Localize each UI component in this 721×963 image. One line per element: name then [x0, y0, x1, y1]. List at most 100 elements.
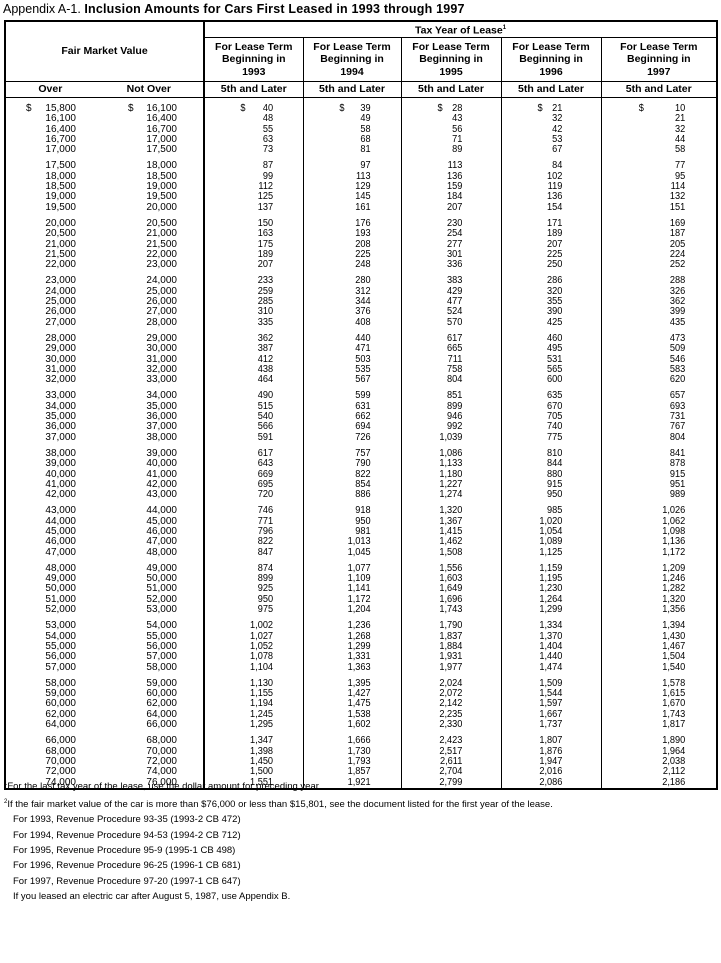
footnote-ref-1995: For 1995, Revenue Procedure 95-9 (1995-1… — [13, 844, 236, 856]
amount-line: 946 — [409, 411, 500, 422]
amount-value: 125 — [257, 191, 274, 203]
amount-line: 726 — [311, 432, 400, 443]
amount-line: 767 — [611, 422, 716, 432]
amount-value: 471 — [354, 343, 371, 355]
amount-value: 775 — [546, 431, 562, 443]
over-value: 74,000 — [45, 776, 76, 788]
amount-value: 767 — [669, 421, 685, 433]
amount-line: 1,268 — [311, 631, 400, 642]
amount-line: 286 — [509, 276, 600, 286]
fmv-cell: 48,000 49,000 49,000 50,000 50,000 51,000 51,0… — [5, 558, 204, 615]
amount-value: 383 — [446, 275, 462, 287]
amount-value: 187 — [669, 228, 685, 240]
amount-value: 1,130 — [250, 677, 274, 689]
amount-line: 540 — [213, 411, 303, 422]
amount-value: 362 — [669, 296, 685, 308]
amount-cell-1994: 1,077 1,109 1,141 1,172 1,204 — [302, 557, 401, 616]
fmv-cell: 15,800 $16,100 $16,100 16,400 16,400 16,700 16… — [5, 98, 204, 156]
amount-value: 1,320 — [661, 593, 685, 605]
amount-value: 1,195 — [538, 573, 562, 585]
amount-cell-1995: 1,556 1,603 1,649 1,696 1,743 — [400, 557, 501, 616]
amount-line: 635 — [509, 391, 600, 401]
amount-line: 1,540 — [611, 662, 716, 673]
amount-line: 102 — [509, 171, 600, 182]
amount-line: 1,320 — [611, 593, 716, 605]
table-row: 24,000 25,000 — [6, 286, 203, 297]
amount-value: 1,427 — [347, 688, 371, 700]
amount-line: 1,737 — [509, 719, 600, 730]
amount-line: 1,696 — [409, 594, 500, 605]
amount-value: 790 — [354, 458, 371, 470]
amount-value: 950 — [257, 593, 274, 605]
amount-value: 1,172 — [347, 593, 371, 605]
amount-line: 1,615 — [611, 688, 716, 700]
amount-line: 1,155 — [213, 688, 303, 699]
amount-line: 2,038 — [611, 755, 716, 767]
amount-value: 951 — [669, 478, 685, 490]
amount-line: $40 — [213, 103, 303, 114]
amount-line: 1,331 — [311, 652, 400, 662]
not-over-value: 16,400 — [146, 113, 177, 125]
amount-line: 254 — [409, 229, 500, 239]
amount-value: 2,517 — [438, 745, 462, 757]
column-header-line2: Beginning in — [221, 53, 286, 66]
amount-cell-1997: 77 95 114 132 151 — [600, 155, 718, 213]
table-row: 35,000 36,000 — [6, 411, 203, 422]
amount-value: 1,743 — [438, 604, 462, 616]
amount-line: 1,227 — [409, 479, 500, 490]
amount-value: 693 — [669, 400, 685, 412]
amount-line: 1,500 — [213, 767, 303, 777]
not-over-value: 20,000 — [146, 201, 177, 213]
amount-cell-1996: 985 1,020 1,054 1,089 1,125 — [500, 500, 601, 558]
amount-value: 1,615 — [661, 688, 685, 700]
amount-line: 248 — [311, 260, 400, 270]
amount-cell-1997: 1,890 1,964 2,038 2,112 2,186 — [600, 730, 718, 789]
amount-value: 169 — [669, 217, 685, 229]
amount-line: 2,186 — [611, 777, 716, 788]
amount-value: 248 — [354, 259, 371, 271]
amount-value: 21 — [551, 103, 562, 114]
over-value: 48,000 — [45, 562, 76, 574]
amount-value: 193 — [354, 228, 371, 240]
amount-line: 1,039 — [409, 431, 500, 443]
amount-value: 39 — [359, 103, 371, 114]
table-row: 44,000 45,000 — [6, 516, 203, 527]
amount-value: 161 — [354, 201, 371, 213]
table-row: 43,000 44,000 — [6, 506, 203, 517]
amount-line: 87 — [213, 161, 303, 171]
over-value: 50,000 — [45, 583, 76, 595]
amount-value: 137 — [257, 201, 274, 213]
fmv-cell: 53,000 54,000 54,000 55,000 55,000 56,000 56,0… — [5, 615, 204, 673]
amount-line: 440 — [311, 333, 400, 344]
amount-value: 1,039 — [438, 431, 462, 443]
amount-value: 1,462 — [438, 536, 462, 548]
amount-value: 1,246 — [661, 573, 685, 585]
not-over-value: 48,000 — [146, 546, 177, 558]
footnotes: 1For the last tax year of the lease, use… — [4, 777, 553, 905]
table-row: 52,000 53,000 — [6, 604, 203, 615]
amount-cell-1993: 233 259 285 310 335 — [203, 270, 303, 328]
amount-line: 224 — [611, 249, 716, 260]
amount-line: 2,086 — [509, 777, 600, 788]
row-group: 53,000 54,000 54,000 55,000 55,000 56,000 56,0… — [5, 615, 718, 673]
amount-line: 362 — [611, 296, 716, 308]
over-value: 39,000 — [45, 458, 76, 470]
amount-line: 137 — [213, 201, 303, 213]
not-over-value: 64,000 — [146, 708, 177, 720]
amount-line: 2,024 — [409, 678, 500, 689]
table-row: 16,100 16,400 — [6, 113, 203, 125]
amount-value: 208 — [354, 238, 371, 250]
not-over-value: 35,000 — [146, 400, 177, 412]
amount-value: 2,038 — [661, 755, 685, 767]
amount-line: 874 — [213, 563, 303, 574]
not-over-value: 17,500 — [146, 144, 177, 156]
not-over-value: 42,000 — [146, 478, 177, 490]
amount-value: 631 — [354, 400, 371, 412]
table-row: 32,000 33,000 — [6, 374, 203, 385]
amount-line: 1,125 — [509, 547, 600, 558]
amount-value: 2,611 — [439, 755, 462, 767]
amount-value: 189 — [546, 228, 562, 240]
amount-line: 58 — [311, 124, 400, 135]
amount-line: 230 — [409, 218, 500, 229]
amount-line: 344 — [311, 296, 400, 307]
